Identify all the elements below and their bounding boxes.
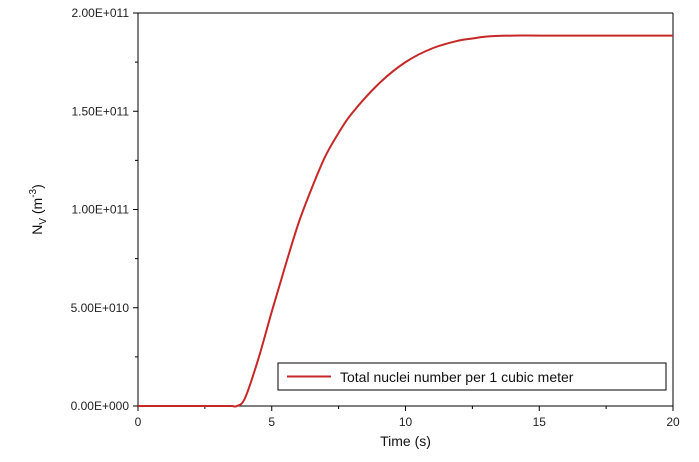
x-axis-title: Time (s): [380, 433, 431, 449]
x-tick-label: 0: [135, 415, 142, 429]
x-ticks: 0 5 10 15 20: [135, 406, 680, 429]
x-tick-label: 10: [399, 415, 413, 429]
y-axis-title: NV (m-3): [28, 184, 49, 235]
x-tick-label: 15: [533, 415, 547, 429]
y-tick-label: 1.50E+011: [72, 104, 130, 118]
y-tick-label: 0.00E+000: [71, 399, 130, 413]
series-line-0: [138, 34, 673, 408]
y-tick-label: 2.00E+011: [72, 6, 130, 20]
plot-area: [137, 12, 674, 407]
y-axis-title-unit-close: ): [29, 184, 45, 189]
x-tick-label: 5: [268, 415, 275, 429]
legend-label: Total nuclei number per 1 cubic meter: [340, 369, 574, 385]
legend-box: [277, 362, 667, 391]
y-axis-title-main: N: [29, 225, 45, 235]
y-tick-label: 5.00E+010: [71, 301, 130, 315]
y-ticks: 0.00E+000 5.00E+010 1.00E+011 1.50E+011 2.00…: [71, 6, 138, 413]
legend: Total nuclei number per 1 cubic meter: [277, 362, 667, 391]
x-tick-label: 20: [666, 415, 680, 429]
y-axis-title-exponent: -3: [28, 188, 39, 197]
series-layer: [138, 34, 673, 408]
y-axis-title-subscript: V: [38, 218, 49, 225]
y-axis-title-unit: (m: [29, 198, 45, 218]
y-tick-label: 1.00E+011: [72, 203, 130, 217]
